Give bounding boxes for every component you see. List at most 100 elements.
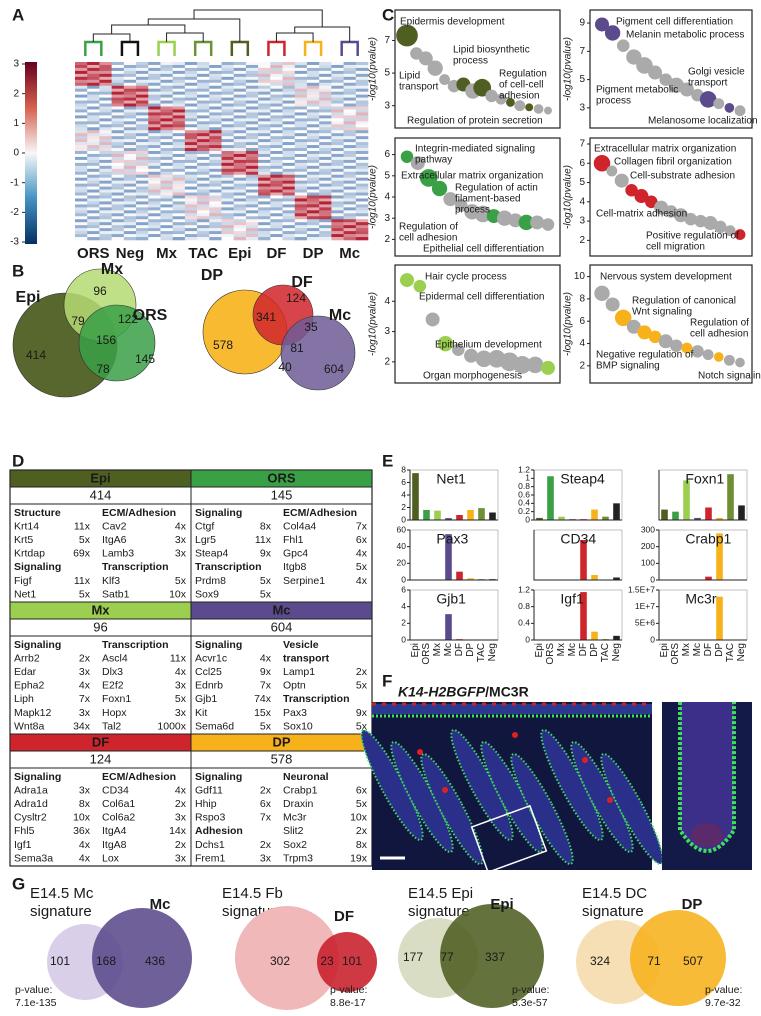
bubble — [541, 218, 555, 231]
heatmap-cell — [111, 124, 125, 128]
heatmap-cell — [221, 219, 235, 223]
p-value: p-value: — [15, 984, 52, 996]
gene-label: CD34 — [560, 531, 596, 547]
heatmap-cell — [75, 73, 88, 78]
heatmap-cell — [258, 198, 271, 202]
heatmap-cell — [99, 177, 112, 181]
bubble — [637, 325, 652, 340]
heatmap-cell — [184, 62, 198, 66]
heatmap-cell — [282, 207, 296, 211]
heatmap-cell — [209, 91, 222, 95]
heatmap-cell — [343, 106, 357, 110]
heatmap-cell — [172, 145, 186, 149]
heatmap-cell — [99, 148, 112, 152]
heatmap-cell — [221, 76, 235, 81]
heatmap-cell — [282, 106, 296, 110]
heatmap-cell — [87, 145, 100, 149]
heatmap-cell — [245, 198, 259, 202]
heatmap-cell — [355, 225, 369, 229]
bar — [445, 534, 452, 580]
heatmap-cell — [294, 213, 308, 217]
bubble — [658, 334, 673, 349]
heatmap-cell — [123, 67, 137, 72]
heatmap-cell — [184, 124, 198, 128]
bubble — [495, 93, 507, 105]
heatmap-cell — [148, 148, 161, 152]
heatmap-cell — [111, 219, 125, 223]
heatmap-cell — [148, 192, 161, 196]
heatmap-cell — [331, 231, 344, 235]
heatmap-cell — [123, 112, 137, 116]
gene-name: Ednrb — [195, 680, 223, 692]
heatmap-cell — [172, 189, 186, 193]
heatmap-cell — [245, 130, 259, 134]
heatmap-cell — [331, 64, 344, 69]
y-tick-label: 4 — [384, 192, 390, 203]
heatmap-cell — [221, 177, 235, 181]
heatmap-cell — [197, 183, 210, 187]
bar — [716, 517, 723, 520]
heatmap-cell — [331, 133, 344, 137]
heatmap-cell — [123, 180, 137, 184]
gene-name: Lgr5 — [195, 534, 216, 546]
heatmap-cell — [148, 225, 161, 229]
heatmap-cell — [343, 231, 357, 235]
heatmap-cell — [87, 124, 100, 128]
heatmap-cell — [99, 237, 112, 241]
heatmap-cell — [258, 210, 271, 214]
fold-change: 3x — [175, 707, 187, 719]
heatmap-cell — [123, 88, 137, 92]
heatmap-cell — [306, 222, 320, 226]
heatmap-cell — [294, 189, 308, 193]
heatmap-cell — [282, 153, 296, 158]
heatmap-cell — [75, 112, 88, 116]
heatmap-cell — [355, 219, 369, 223]
heatmap-cell — [319, 189, 332, 193]
heatmap-cell — [111, 70, 125, 75]
heatmap-cell — [172, 148, 186, 152]
heatmap-cell — [355, 213, 369, 217]
y-tick-label: 0 — [401, 574, 406, 584]
bubble — [413, 279, 427, 293]
heatmap-cell — [331, 73, 344, 78]
fold-change: 11x — [170, 652, 187, 664]
heatmap-cell — [331, 127, 344, 131]
heatmap-cell — [87, 115, 100, 119]
heatmap-cell — [209, 127, 222, 131]
heatmap-cell — [270, 225, 283, 229]
heatmap-cell — [160, 130, 173, 134]
heatmap-cell — [221, 109, 235, 113]
heatmap-cell — [136, 136, 149, 140]
heatmap-cell — [319, 237, 332, 241]
go-term: Notch signaling — [698, 371, 761, 382]
heatmap-cell — [319, 207, 332, 211]
y-tick-label: 2 — [401, 618, 406, 628]
group-label: TAC — [188, 245, 218, 262]
heatmap-cell — [294, 237, 308, 241]
heatmap-cell — [160, 186, 173, 190]
heatmap-cell — [245, 145, 259, 149]
heatmap-cell — [233, 219, 247, 223]
heatmap-cell — [282, 130, 296, 134]
heatmap-cell — [209, 204, 222, 208]
heatmap-cell — [331, 192, 344, 196]
group-heading: Signaling — [195, 639, 242, 651]
heatmap-cell — [294, 64, 308, 69]
heatmap-cell — [355, 234, 369, 238]
bubble — [614, 309, 632, 327]
heatmap-cell — [99, 130, 112, 134]
heatmap-cell — [209, 145, 222, 149]
heatmap-cell — [111, 183, 125, 187]
gene-name: Epha2 — [14, 680, 45, 692]
heatmap-cell — [306, 201, 320, 205]
heatmap-cell — [355, 201, 369, 205]
heatmap-cell — [221, 159, 235, 164]
y-axis-label: -log10(pvalue) — [368, 292, 379, 356]
heatmap-cell — [258, 234, 271, 238]
heatmap-cell — [148, 124, 161, 128]
heatmap-cell — [282, 67, 296, 72]
go-term: Hair cycle process — [425, 272, 507, 283]
gene-name: Lamb3 — [102, 548, 134, 560]
heatmap-cell — [209, 103, 222, 107]
heatmap-cell — [184, 118, 198, 122]
